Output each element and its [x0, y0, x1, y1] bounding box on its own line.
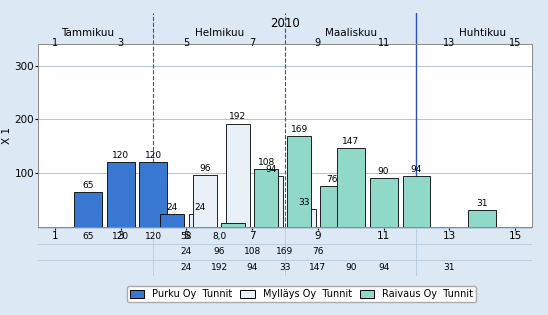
Bar [221, 222, 245, 227]
Text: 96: 96 [199, 164, 211, 173]
Text: 3: 3 [117, 38, 124, 48]
Bar [106, 162, 135, 227]
Text: 169: 169 [290, 125, 308, 134]
Bar [73, 192, 102, 227]
Text: 76: 76 [326, 175, 338, 184]
Text: 13: 13 [443, 38, 455, 48]
Text: 11: 11 [378, 38, 390, 48]
Text: 7: 7 [249, 38, 255, 48]
Text: 96: 96 [214, 248, 225, 256]
Text: 94: 94 [411, 165, 422, 174]
Text: 65: 65 [82, 181, 93, 190]
Text: 58: 58 [181, 232, 192, 241]
Text: 90: 90 [378, 167, 389, 176]
Text: 94: 94 [265, 165, 277, 174]
Bar [468, 210, 496, 227]
Text: 108: 108 [258, 158, 275, 167]
Text: 5: 5 [183, 38, 190, 48]
Text: Maaliskuu: Maaliskuu [324, 28, 377, 38]
Y-axis label: X 1: X 1 [2, 127, 12, 144]
Text: 33: 33 [298, 198, 310, 207]
Bar [226, 123, 250, 227]
Text: 8,0: 8,0 [212, 232, 226, 241]
Bar [193, 175, 217, 227]
Text: 192: 192 [210, 263, 228, 272]
Text: 65: 65 [82, 232, 93, 241]
Text: 24: 24 [195, 203, 206, 212]
Text: 147: 147 [309, 263, 327, 272]
Legend: Purku Oy  Tunnit, Mylläys Oy  Tunnit, Raivaus Oy  Tunnit: Purku Oy Tunnit, Mylläys Oy Tunnit, Raiv… [127, 286, 476, 302]
Text: 24: 24 [181, 248, 192, 256]
Text: 147: 147 [342, 137, 359, 146]
Bar [336, 148, 364, 227]
Text: 120: 120 [112, 151, 129, 160]
Text: Helmikuu: Helmikuu [195, 28, 244, 38]
Text: 120: 120 [145, 232, 162, 241]
Text: 24: 24 [181, 263, 192, 272]
Text: Huhtikuu: Huhtikuu [459, 28, 506, 38]
Text: 31: 31 [444, 263, 455, 272]
Text: 1: 1 [52, 38, 58, 48]
Text: 90: 90 [345, 263, 356, 272]
Text: 169: 169 [276, 248, 294, 256]
Bar [254, 169, 278, 227]
Text: 120: 120 [112, 232, 129, 241]
Bar [189, 214, 212, 227]
Text: 9: 9 [315, 38, 321, 48]
Text: 94: 94 [247, 263, 258, 272]
Text: 31: 31 [477, 199, 488, 208]
Text: Tammikuu: Tammikuu [61, 28, 114, 38]
Text: 33: 33 [279, 263, 290, 272]
Bar [320, 186, 344, 227]
Bar [292, 209, 316, 227]
Text: 76: 76 [312, 248, 323, 256]
Text: 120: 120 [145, 151, 162, 160]
Bar [139, 162, 168, 227]
Text: 15: 15 [509, 38, 521, 48]
Text: 192: 192 [230, 112, 247, 122]
Bar [287, 136, 311, 227]
Text: 108: 108 [243, 248, 261, 256]
Bar [161, 214, 184, 227]
Text: 94: 94 [378, 263, 389, 272]
Text: 2010: 2010 [270, 17, 300, 30]
Text: 24: 24 [167, 203, 178, 212]
Bar [369, 178, 397, 227]
Bar [259, 176, 283, 227]
Bar [402, 176, 430, 227]
